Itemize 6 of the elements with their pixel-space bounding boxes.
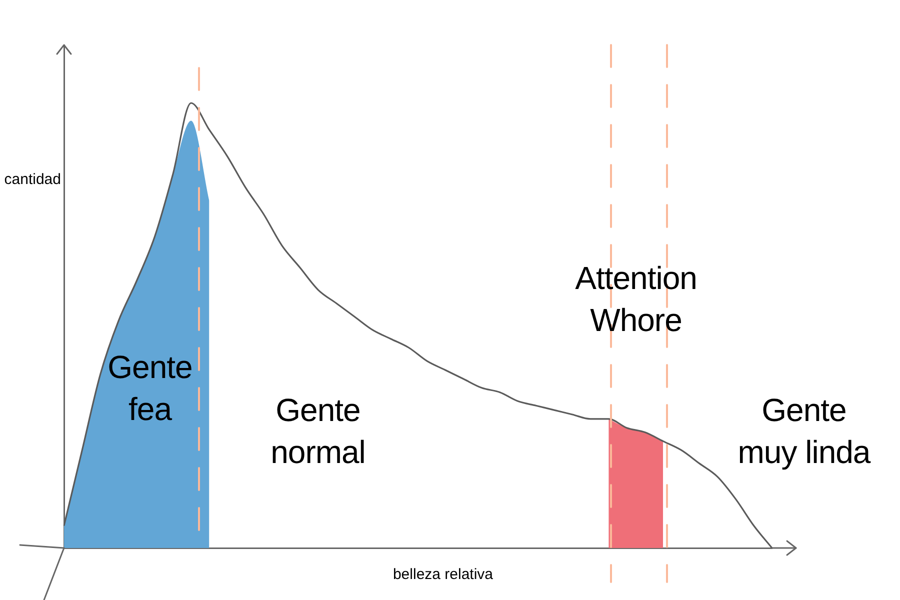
annotation: Gente muy linda bbox=[738, 391, 870, 472]
y-axis-title: cantidad bbox=[4, 170, 61, 190]
annotation: Attention Whore bbox=[575, 259, 697, 340]
annotation: Gente fea bbox=[108, 348, 192, 429]
annotation: Gente normal bbox=[270, 391, 366, 472]
x-axis-title: belleza relativa bbox=[392, 565, 494, 585]
